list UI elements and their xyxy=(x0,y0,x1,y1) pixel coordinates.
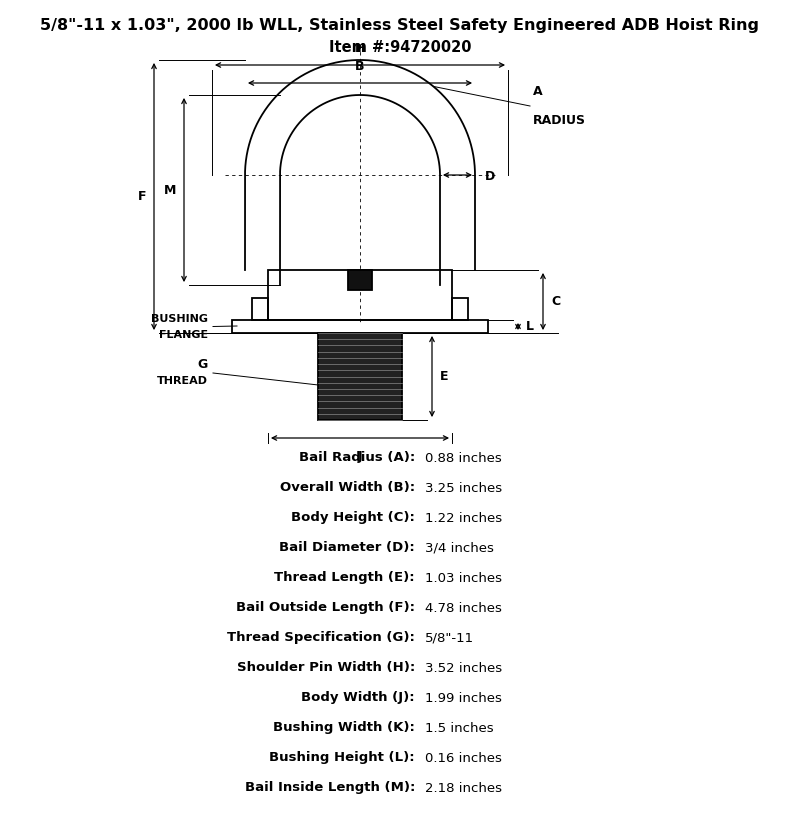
Text: Bail Diameter (D):: Bail Diameter (D): xyxy=(279,542,415,555)
Text: Shoulder Pin Width (H):: Shoulder Pin Width (H): xyxy=(237,662,415,675)
Bar xyxy=(318,333,402,420)
Text: M: M xyxy=(164,183,176,196)
Text: Bail Outside Length (F):: Bail Outside Length (F): xyxy=(236,601,415,614)
Text: Bail Radius (A):: Bail Radius (A): xyxy=(298,452,415,465)
Bar xyxy=(348,270,372,290)
Text: E: E xyxy=(440,370,449,383)
Text: J: J xyxy=(358,450,362,463)
Text: Body Width (J):: Body Width (J): xyxy=(302,691,415,704)
Text: 5/8"-11 x 1.03", 2000 lb WLL, Stainless Steel Safety Engineered ADB Hoist Ring: 5/8"-11 x 1.03", 2000 lb WLL, Stainless … xyxy=(41,18,759,33)
Text: G: G xyxy=(198,358,208,371)
Text: 0.16 inches: 0.16 inches xyxy=(425,752,502,765)
Bar xyxy=(268,270,452,320)
Text: THREAD: THREAD xyxy=(157,376,208,386)
Bar xyxy=(452,298,468,320)
Text: 0.88 inches: 0.88 inches xyxy=(425,452,502,465)
Text: Thread Specification (G):: Thread Specification (G): xyxy=(227,631,415,645)
Text: 1.5 inches: 1.5 inches xyxy=(425,721,494,735)
Text: 5/8"-11: 5/8"-11 xyxy=(425,631,474,645)
Text: H: H xyxy=(355,42,365,55)
Text: 3.52 inches: 3.52 inches xyxy=(425,662,502,675)
Text: Thread Length (E):: Thread Length (E): xyxy=(274,572,415,585)
Text: K: K xyxy=(355,340,365,353)
Text: RADIUS: RADIUS xyxy=(533,114,586,127)
Text: 3.25 inches: 3.25 inches xyxy=(425,482,502,495)
Text: 4.78 inches: 4.78 inches xyxy=(425,601,502,614)
Text: Overall Width (B):: Overall Width (B): xyxy=(280,482,415,495)
Text: L: L xyxy=(526,320,534,333)
Text: C: C xyxy=(551,295,560,308)
Text: A: A xyxy=(533,85,542,98)
Text: Item #:94720020: Item #:94720020 xyxy=(329,40,471,55)
Text: FLANGE: FLANGE xyxy=(159,330,208,339)
Text: 1.03 inches: 1.03 inches xyxy=(425,572,502,585)
Text: F: F xyxy=(138,190,146,203)
Bar xyxy=(252,298,268,320)
Text: Bushing Height (L):: Bushing Height (L): xyxy=(270,752,415,765)
Text: 1.22 inches: 1.22 inches xyxy=(425,511,502,524)
Text: Bushing Width (K):: Bushing Width (K): xyxy=(273,721,415,735)
Bar xyxy=(232,320,488,333)
Text: Bail Inside Length (M):: Bail Inside Length (M): xyxy=(245,781,415,794)
Text: B: B xyxy=(355,60,365,73)
Text: Body Height (C):: Body Height (C): xyxy=(291,511,415,524)
Text: BUSHING: BUSHING xyxy=(151,313,208,323)
Text: D: D xyxy=(485,170,495,183)
Text: 3/4 inches: 3/4 inches xyxy=(425,542,494,555)
Text: 1.99 inches: 1.99 inches xyxy=(425,691,502,704)
Text: 2.18 inches: 2.18 inches xyxy=(425,781,502,794)
